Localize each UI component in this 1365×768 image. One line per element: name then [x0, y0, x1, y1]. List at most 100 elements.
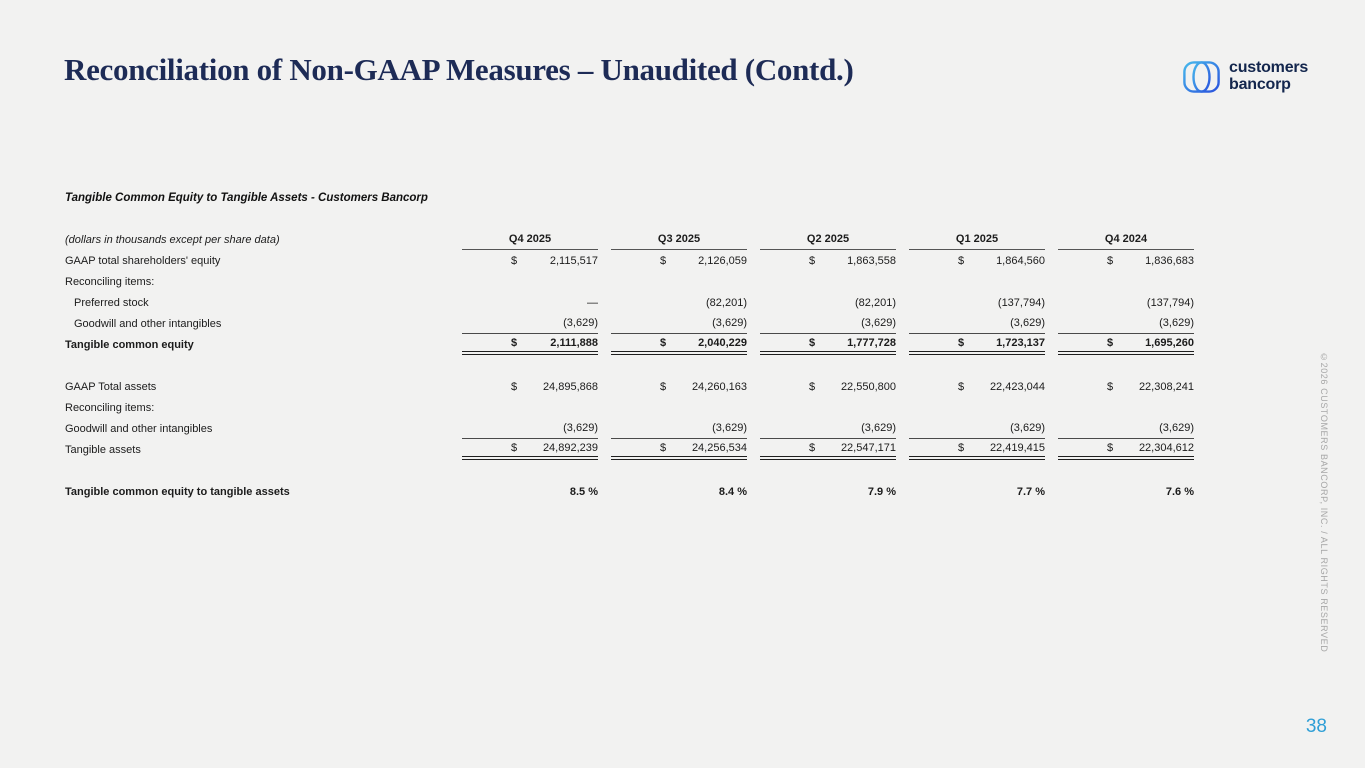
cell-value: 22,423,044	[989, 380, 1045, 393]
value-cell: (3,629)	[462, 418, 598, 439]
page-number: 38	[1305, 716, 1327, 737]
value-cell: (3,629)	[611, 418, 747, 439]
dollar-sign: $	[809, 336, 816, 349]
value-cell: $1,695,260	[1058, 334, 1194, 355]
table-row: Reconciling items:	[65, 397, 1194, 418]
customers-bancorp-logo-icon	[1183, 61, 1220, 93]
dollar-sign: $	[660, 441, 667, 454]
customers-bancorp-logo: customers bancorp	[1183, 59, 1308, 94]
logo-line-2: bancorp	[1229, 75, 1291, 93]
cell-value: 1,695,260	[1145, 336, 1194, 349]
row-label: Tangible assets	[65, 443, 141, 456]
spacer-row	[65, 460, 1194, 481]
row-label: GAAP Total assets	[65, 380, 157, 393]
dollar-sign: $	[809, 254, 816, 267]
value-cell: $1,777,728	[760, 334, 896, 355]
value-cell: $2,115,517	[462, 250, 598, 271]
cell-value: 24,256,534	[691, 441, 747, 454]
value-cell: 7.7 %	[909, 481, 1045, 502]
cell-value: 22,419,415	[989, 441, 1045, 454]
dollar-sign: $	[1107, 441, 1114, 454]
value-cell: —	[462, 292, 598, 313]
value-cell: 8.5 %	[462, 481, 598, 502]
cell-value: 8.5 %	[569, 485, 598, 498]
cell-value: 24,895,868	[542, 380, 598, 393]
value-cell: $24,256,534	[611, 439, 747, 460]
value-cell: (3,629)	[909, 313, 1045, 334]
dollar-sign: $	[511, 380, 518, 393]
dollar-sign: $	[958, 380, 965, 393]
cell-value: (3,629)	[563, 317, 598, 329]
value-cell: $22,547,171	[760, 439, 896, 460]
column-header: Q4 2024	[1058, 229, 1194, 250]
value-cell: $2,040,229	[611, 334, 747, 355]
value-cell: $1,864,560	[909, 250, 1045, 271]
cell-value: 2,126,059	[698, 254, 747, 267]
value-cell: $2,126,059	[611, 250, 747, 271]
value-cell: (3,629)	[760, 313, 896, 334]
cell-value: 1,863,558	[847, 254, 896, 267]
value-cell: (3,629)	[909, 418, 1045, 439]
dollar-sign: $	[660, 254, 667, 267]
dollar-sign: $	[1107, 336, 1114, 349]
column-header: Q1 2025	[909, 229, 1045, 250]
value-cell: 7.9 %	[760, 481, 896, 502]
cell-value: 1,864,560	[996, 254, 1045, 267]
cell-value: —	[587, 296, 598, 309]
table-row: Goodwill and other intangibles (3,629) (3,…	[65, 418, 1194, 439]
row-label: Reconciling items:	[65, 275, 155, 288]
cell-value: 22,308,241	[1138, 380, 1194, 393]
cell-value: (3,629)	[1159, 422, 1194, 434]
value-cell: (3,629)	[1058, 313, 1194, 334]
cell-value: 1,777,728	[847, 336, 896, 349]
page-title: Reconciliation of Non-GAAP Measures – Un…	[64, 52, 854, 87]
cell-value: 22,304,612	[1138, 441, 1194, 454]
row-label: Goodwill and other intangibles	[65, 422, 213, 435]
cell-value: 8.4 %	[718, 485, 747, 498]
cell-value: 1,836,683	[1145, 254, 1194, 267]
row-label: Preferred stock	[74, 296, 149, 309]
cell-value: 7.9 %	[867, 485, 896, 498]
cell-value: 2,040,229	[698, 336, 747, 349]
cell-value: (3,629)	[712, 422, 747, 434]
table-header-row: (dollars in thousands except per share d…	[65, 229, 1194, 250]
value-cell: 7.6 %	[1058, 481, 1194, 502]
row-label: Tangible common equity	[65, 338, 194, 351]
row-label: Reconciling items:	[65, 401, 155, 414]
table-row: GAAP Total assets $24,895,868 $24,260,163 $…	[65, 376, 1194, 397]
dollar-sign: $	[511, 336, 518, 349]
spacer-row	[65, 355, 1194, 376]
cell-value: (82,201)	[855, 296, 896, 309]
cell-value: 2,111,888	[550, 336, 598, 349]
dollar-sign: $	[958, 336, 965, 349]
value-cell: $2,111,888	[462, 334, 598, 355]
value-cell: (137,794)	[1058, 292, 1194, 313]
cell-value: 7.6 %	[1165, 485, 1194, 498]
cell-value: 22,547,171	[840, 441, 896, 454]
cell-value: (3,629)	[1010, 317, 1045, 329]
table-row: Reconciling items:	[65, 271, 1194, 292]
table-row: Goodwill and other intangibles (3,629) (3,…	[65, 313, 1194, 334]
cell-value: 24,892,239	[542, 441, 598, 454]
value-cell: $22,308,241	[1058, 376, 1194, 397]
cell-value: 24,260,163	[691, 380, 747, 393]
logo-wordmark: customers bancorp	[1229, 59, 1308, 94]
column-header: Q3 2025	[611, 229, 747, 250]
value-cell: $24,895,868	[462, 376, 598, 397]
cell-value: (137,794)	[997, 296, 1045, 309]
dollar-sign: $	[809, 380, 816, 393]
table-row: Tangible assets $24,892,239 $24,256,534 $22…	[65, 439, 1194, 460]
cell-value: 7.7 %	[1016, 485, 1045, 498]
reconciliation-table: (dollars in thousands except per share d…	[65, 229, 1194, 502]
value-cell: $22,304,612	[1058, 439, 1194, 460]
cell-value: (3,629)	[1010, 422, 1045, 434]
value-cell: 8.4 %	[611, 481, 747, 502]
dollar-sign: $	[1107, 254, 1114, 267]
table-caption: (dollars in thousands except per share d…	[65, 233, 280, 246]
cell-value: (3,629)	[861, 422, 896, 434]
table-row: Tangible common equity to tangible asset…	[65, 481, 1194, 502]
cell-value: 22,550,800	[840, 380, 896, 393]
cell-value: 1,723,137	[996, 336, 1045, 349]
column-header: Q4 2025	[462, 229, 598, 250]
